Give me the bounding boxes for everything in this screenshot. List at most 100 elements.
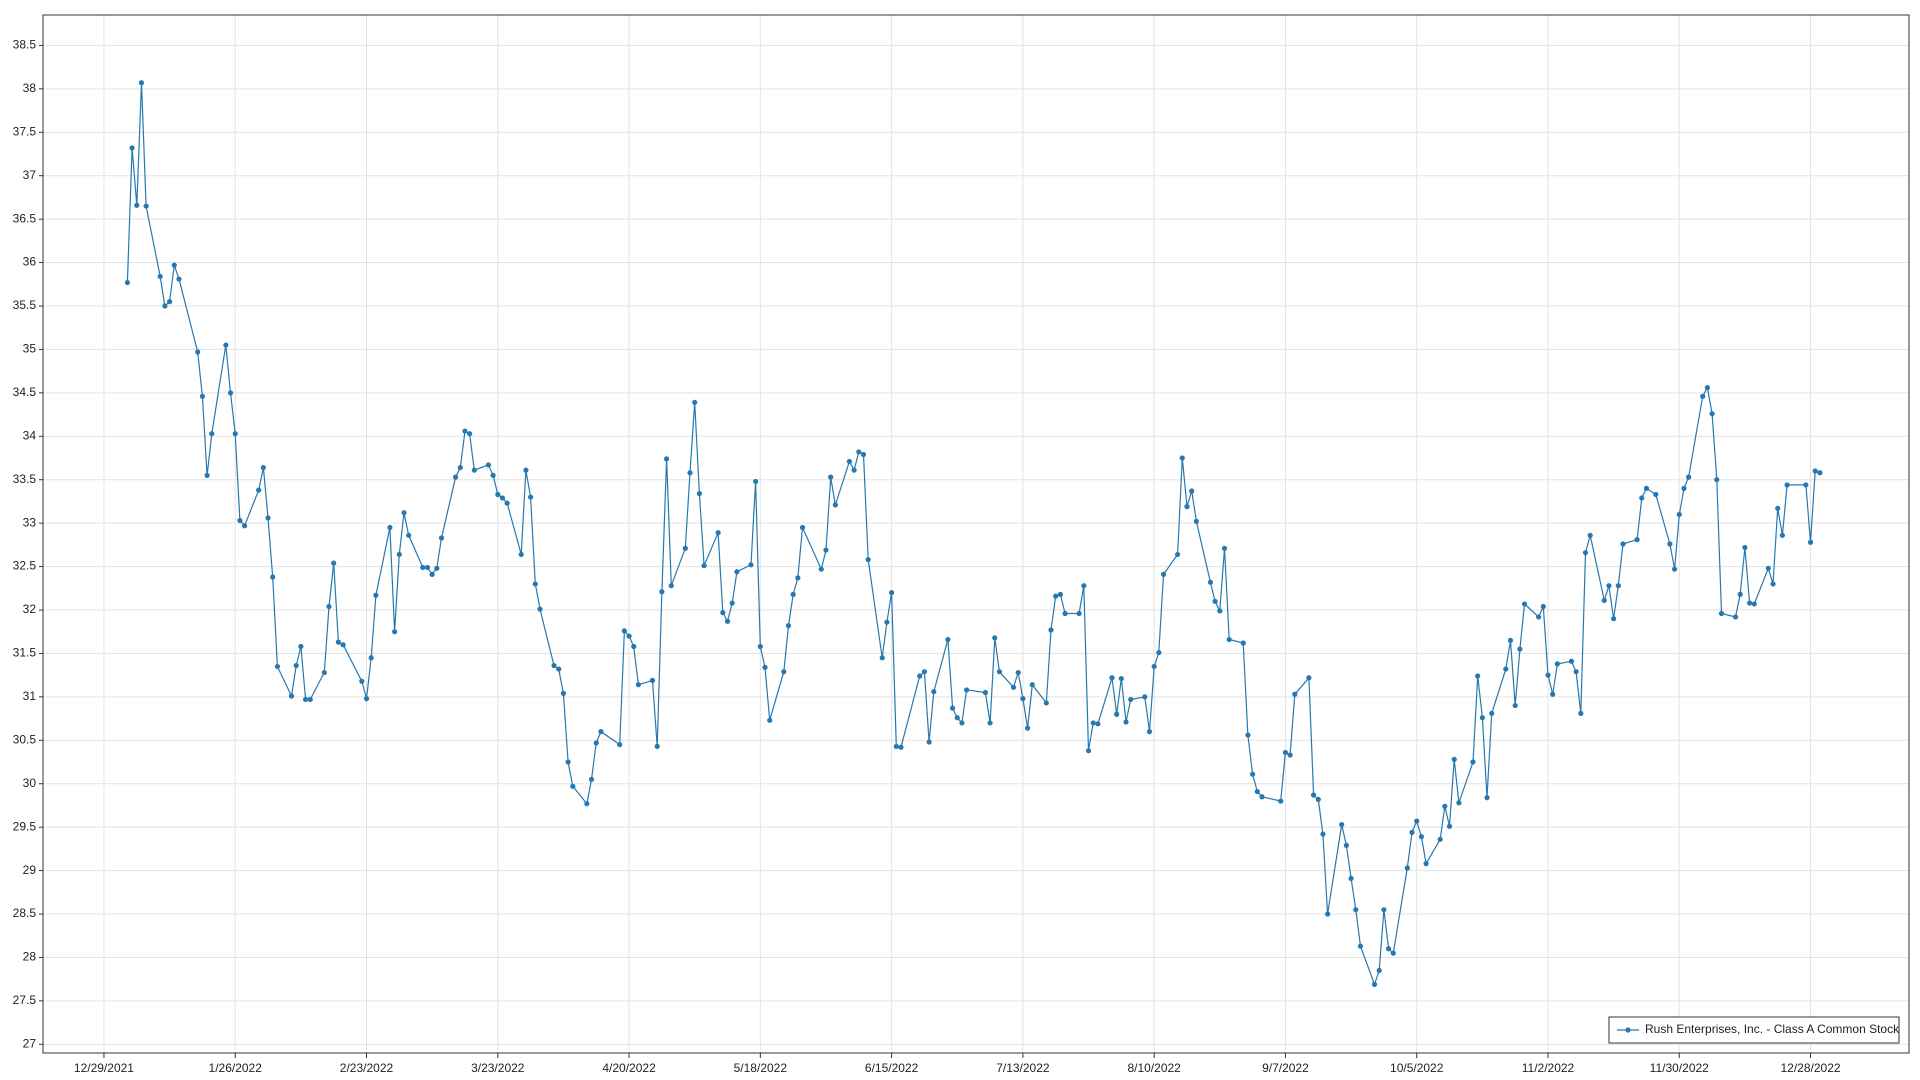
point [1240,640,1246,646]
point [964,687,970,693]
point [227,390,234,396]
point [795,575,801,581]
point [1254,788,1260,795]
point [256,487,262,493]
point [270,574,276,580]
point [1582,550,1589,556]
point [1048,627,1054,633]
point [1325,911,1331,917]
point [931,689,937,695]
point [1010,684,1017,690]
point [1451,756,1457,763]
point [1020,696,1026,702]
point [945,636,951,643]
y-tick-label: 27.5 [13,993,37,1007]
point [992,635,998,641]
point [1446,823,1453,829]
y-tick-label: 30 [23,776,37,790]
legend-label: Rush Enterprises, Inc. - Class A Common … [1645,1022,1900,1036]
point [1381,907,1387,913]
point [828,474,834,480]
point [1085,748,1092,754]
point [331,560,337,566]
point [1671,566,1678,572]
point [490,472,496,478]
point [171,262,177,268]
point [462,428,468,434]
point [307,696,313,703]
x-tick-label: 5/18/2022 [734,1061,788,1075]
point [157,273,163,280]
point [996,669,1003,675]
point [1287,752,1293,758]
point [1371,981,1378,987]
point [363,696,370,702]
point [209,431,215,437]
point [1643,485,1650,491]
point [199,393,206,399]
point [1732,614,1739,620]
point [1189,488,1195,494]
point [1053,593,1059,599]
point [949,705,956,711]
point [1418,834,1425,840]
x-tick-label: 10/5/2022 [1390,1061,1444,1075]
point [621,628,627,634]
point [1765,565,1771,571]
point [1282,749,1289,756]
point [368,655,374,661]
point [982,689,988,696]
point [1817,470,1823,476]
point [1700,393,1706,399]
point [499,495,506,501]
point [1709,411,1715,417]
point [1142,694,1148,700]
y-tick-label: 34.5 [13,385,37,399]
point [1578,710,1584,716]
point [917,673,923,679]
point [438,535,445,541]
point [434,565,440,571]
point [1292,691,1298,697]
point [1414,818,1420,824]
point [767,717,773,723]
point [1779,532,1786,538]
point [734,569,740,575]
point [134,202,140,208]
point [326,603,332,610]
point [396,551,402,558]
point [237,517,243,524]
point [1568,658,1575,664]
point [1470,759,1476,765]
point [124,279,130,286]
point [598,729,604,735]
point [373,592,379,598]
plot-background [43,15,1909,1053]
point [166,299,173,305]
x-tick-label: 4/20/2022 [602,1061,656,1075]
point [1807,539,1814,545]
point [274,663,281,670]
point [1737,591,1743,597]
point [532,581,538,587]
y-tick-label: 33 [23,515,37,529]
point [1437,836,1443,842]
point [987,720,993,726]
point [1343,842,1349,849]
point [921,669,928,675]
point [527,494,534,500]
point [1475,673,1481,679]
y-tick-label: 38 [23,81,37,95]
point [654,743,660,749]
point [720,610,726,616]
point [1179,455,1185,461]
x-tick-label: 7/13/2022 [996,1061,1050,1075]
point [288,693,295,699]
legend: Rush Enterprises, Inc. - Class A Common … [1608,1016,1900,1044]
point [1259,794,1265,800]
point [1512,702,1518,709]
point [195,349,201,355]
point [1339,821,1345,828]
point [1554,661,1560,667]
